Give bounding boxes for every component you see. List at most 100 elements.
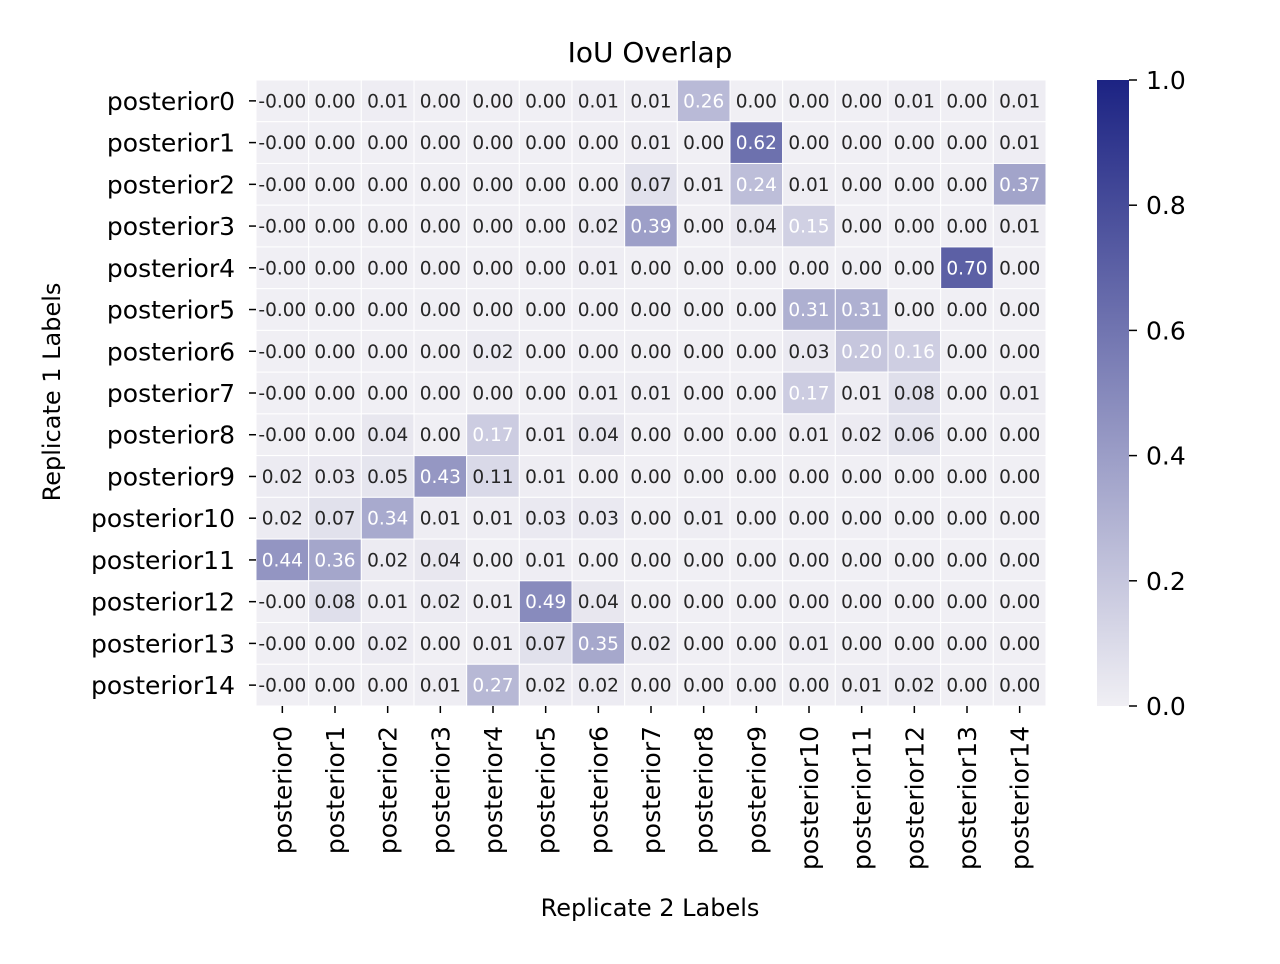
cell-value-label: -0.00 bbox=[258, 217, 306, 238]
heatmap-cell bbox=[992, 413, 1047, 457]
cell-value-label: 0.00 bbox=[999, 425, 1040, 446]
cell-value-label: 0.00 bbox=[367, 342, 408, 363]
cell-value-label: 0.00 bbox=[841, 91, 882, 112]
heatmap-cell bbox=[360, 79, 415, 123]
heatmap-cell bbox=[571, 371, 626, 415]
y-tick-label: posterior7 bbox=[107, 379, 235, 408]
cell-value-label: 0.00 bbox=[683, 467, 724, 488]
cell-value-label: -0.00 bbox=[258, 175, 306, 196]
cell-value-label: 0.02 bbox=[578, 217, 619, 238]
cell-value-label: 0.03 bbox=[788, 342, 829, 363]
cell-value-label: 0.00 bbox=[472, 384, 513, 405]
cell-value-label: 0.00 bbox=[525, 175, 566, 196]
heatmap-cell bbox=[782, 371, 836, 415]
cell-value-label: 0.01 bbox=[472, 634, 513, 655]
cell-value-label: 0.00 bbox=[314, 91, 355, 112]
heatmap-cell bbox=[992, 663, 1047, 707]
cell-value-label: 0.00 bbox=[841, 509, 882, 530]
x-tick-label: posterior11 bbox=[848, 726, 877, 870]
cell-value-label: 0.01 bbox=[788, 175, 829, 196]
cell-value-label: 0.01 bbox=[472, 509, 513, 530]
heatmap-cell bbox=[729, 246, 784, 290]
heatmap-cell bbox=[887, 162, 942, 206]
heatmap-cell bbox=[729, 288, 784, 331]
cell-value-label: 0.04 bbox=[736, 217, 777, 238]
cell-value-label: 0.01 bbox=[788, 634, 829, 655]
cell-value-label: -0.00 bbox=[258, 634, 306, 655]
heatmap-cell bbox=[992, 121, 1047, 164]
cell-value-label: 0.00 bbox=[578, 300, 619, 321]
colorbar-tick-label: 1.0 bbox=[1146, 66, 1186, 95]
colorbar-tick-label: 0.0 bbox=[1146, 692, 1186, 721]
heatmap-cell bbox=[360, 413, 415, 457]
y-tick-label: posterior8 bbox=[107, 421, 235, 450]
heatmap-cell bbox=[992, 162, 1047, 206]
heatmap-cell bbox=[360, 371, 415, 415]
cell-value-label: 0.02 bbox=[472, 342, 513, 363]
cell-value-label: 0.00 bbox=[472, 91, 513, 112]
heatmap-cell bbox=[729, 162, 784, 206]
cell-value-label: 0.27 bbox=[472, 676, 513, 697]
cell-value-label: 0.02 bbox=[262, 509, 303, 530]
heatmap-cell bbox=[834, 413, 889, 457]
heatmap-cell bbox=[255, 622, 310, 665]
cell-value-label: 0.00 bbox=[999, 592, 1040, 613]
cell-value-label: 0.31 bbox=[841, 300, 882, 321]
heatmap-cell bbox=[308, 663, 362, 707]
heatmap-cell bbox=[729, 496, 784, 540]
cell-value-label: 0.70 bbox=[946, 258, 987, 279]
cell-value-label: 0.00 bbox=[683, 300, 724, 321]
colorbar-tick-label: 0.4 bbox=[1146, 442, 1186, 471]
heatmap-cell bbox=[992, 246, 1047, 290]
cell-value-label: 0.00 bbox=[367, 384, 408, 405]
cell-value-label: -0.00 bbox=[258, 133, 306, 154]
y-tick-label: posterior2 bbox=[107, 170, 235, 199]
cell-value-label: 0.00 bbox=[683, 342, 724, 363]
cell-value-label: 0.00 bbox=[841, 175, 882, 196]
cell-value-label: 0.01 bbox=[578, 384, 619, 405]
heatmap-cell bbox=[624, 121, 678, 164]
cell-value-label: 0.00 bbox=[736, 342, 777, 363]
heatmap-cell bbox=[308, 496, 362, 540]
cell-value-label: 0.00 bbox=[420, 425, 461, 446]
x-tick-label: posterior12 bbox=[900, 726, 929, 870]
cell-value-label: 0.24 bbox=[736, 175, 777, 196]
heatmap-cell bbox=[518, 79, 573, 123]
heatmap-cell bbox=[834, 288, 889, 331]
cell-value-label: 0.00 bbox=[578, 342, 619, 363]
cell-value-label: 0.00 bbox=[946, 592, 987, 613]
y-tick-label: posterior14 bbox=[91, 671, 235, 700]
heatmap-cell bbox=[413, 288, 468, 331]
heatmap-cell bbox=[992, 538, 1047, 582]
cell-value-label: 0.00 bbox=[841, 550, 882, 571]
cell-value-label: 0.06 bbox=[894, 425, 935, 446]
x-tick-label: posterior5 bbox=[532, 726, 561, 854]
heatmap-cell bbox=[992, 622, 1047, 665]
heatmap-cell bbox=[834, 663, 889, 707]
heatmap-cell bbox=[887, 371, 942, 415]
x-tick-label: posterior3 bbox=[426, 726, 455, 854]
heatmap-cell bbox=[676, 413, 731, 457]
heatmap-cell bbox=[413, 413, 468, 457]
heatmap-cell bbox=[887, 121, 942, 164]
heatmap-cell bbox=[360, 121, 415, 164]
cell-value-label: 0.00 bbox=[472, 258, 513, 279]
x-tick-label: posterior7 bbox=[637, 726, 666, 854]
cell-value-label: 0.16 bbox=[894, 342, 935, 363]
cell-value-label: 0.00 bbox=[630, 342, 671, 363]
heatmap-cell bbox=[887, 329, 942, 373]
heatmap-cell bbox=[571, 121, 626, 164]
cell-value-label: 0.00 bbox=[314, 133, 355, 154]
cell-value-label: 0.01 bbox=[367, 592, 408, 613]
heatmap-cell bbox=[834, 246, 889, 290]
cell-value-label: 0.00 bbox=[999, 550, 1040, 571]
heatmap-cell bbox=[887, 538, 942, 582]
y-tick-label: posterior10 bbox=[91, 504, 235, 533]
cell-value-label: 0.00 bbox=[946, 676, 987, 697]
heatmap-cell bbox=[518, 204, 573, 248]
cell-value-label: 0.00 bbox=[420, 217, 461, 238]
y-tick-labels: posterior0 posterior1 posterior2 posterior3… bbox=[91, 87, 256, 700]
heatmap-cell bbox=[624, 538, 678, 582]
cell-value-label: 0.00 bbox=[999, 258, 1040, 279]
x-tick-label: posterior13 bbox=[953, 726, 982, 870]
